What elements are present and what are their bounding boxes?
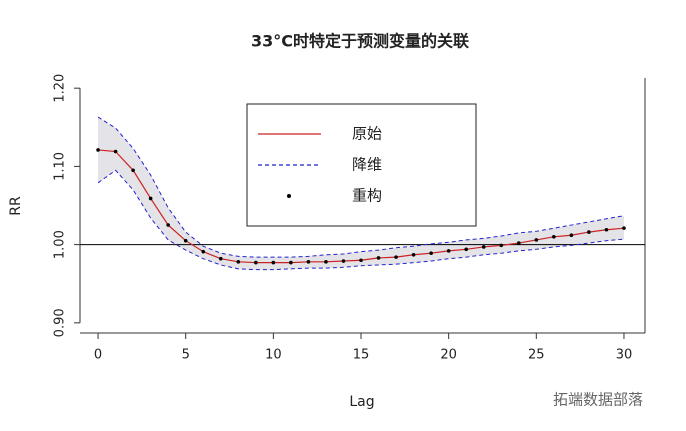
point [569,233,574,238]
point [324,260,328,264]
point [166,223,170,227]
watermark: 拓端数据部落 [553,391,643,409]
y-tick-label: 1.00 [53,230,68,259]
point [411,252,416,257]
upper-bound [97,116,625,258]
point [113,149,118,154]
y-axis-label: RR [8,196,24,216]
x-tick-label: 25 [528,348,545,363]
x-tick-label: 10 [265,348,282,363]
point [306,260,311,264]
x-tick-label: 30 [616,348,633,363]
x-tick-label: 15 [353,348,370,363]
point [289,260,293,265]
point [376,256,381,260]
point [604,227,609,232]
y-tick-label: 1.10 [53,152,68,181]
point [201,249,206,254]
y-tick-label: 0.90 [53,308,68,337]
point [359,258,363,263]
point [271,260,276,265]
x-tick-label: 5 [182,348,190,363]
x-tick-label: 20 [440,348,457,363]
point [499,243,504,248]
legend-label: 原始 [352,125,382,143]
point [341,259,346,263]
point [148,196,153,201]
point [446,249,451,253]
point [131,168,135,173]
point [534,238,539,242]
x-axis-label: Lag [349,394,374,410]
point [236,260,241,264]
legend-label: 重构 [352,187,382,205]
point [429,251,433,256]
point [254,260,258,265]
point [552,234,556,239]
point [481,245,486,249]
point [516,241,521,245]
point [622,226,626,230]
x-tick-label: 0 [94,348,102,363]
lower-bound [97,169,625,271]
point [96,148,100,152]
legend-label: 降维 [352,156,382,174]
y-tick-label: 1.20 [53,74,68,103]
point [218,256,223,261]
point [183,238,188,243]
point [464,247,468,252]
legend-swatch [287,194,291,198]
point [587,230,591,234]
point [394,255,398,259]
legend-box [246,103,477,227]
chart-title: 33°C时特定于预测变量的关联 [251,32,469,51]
